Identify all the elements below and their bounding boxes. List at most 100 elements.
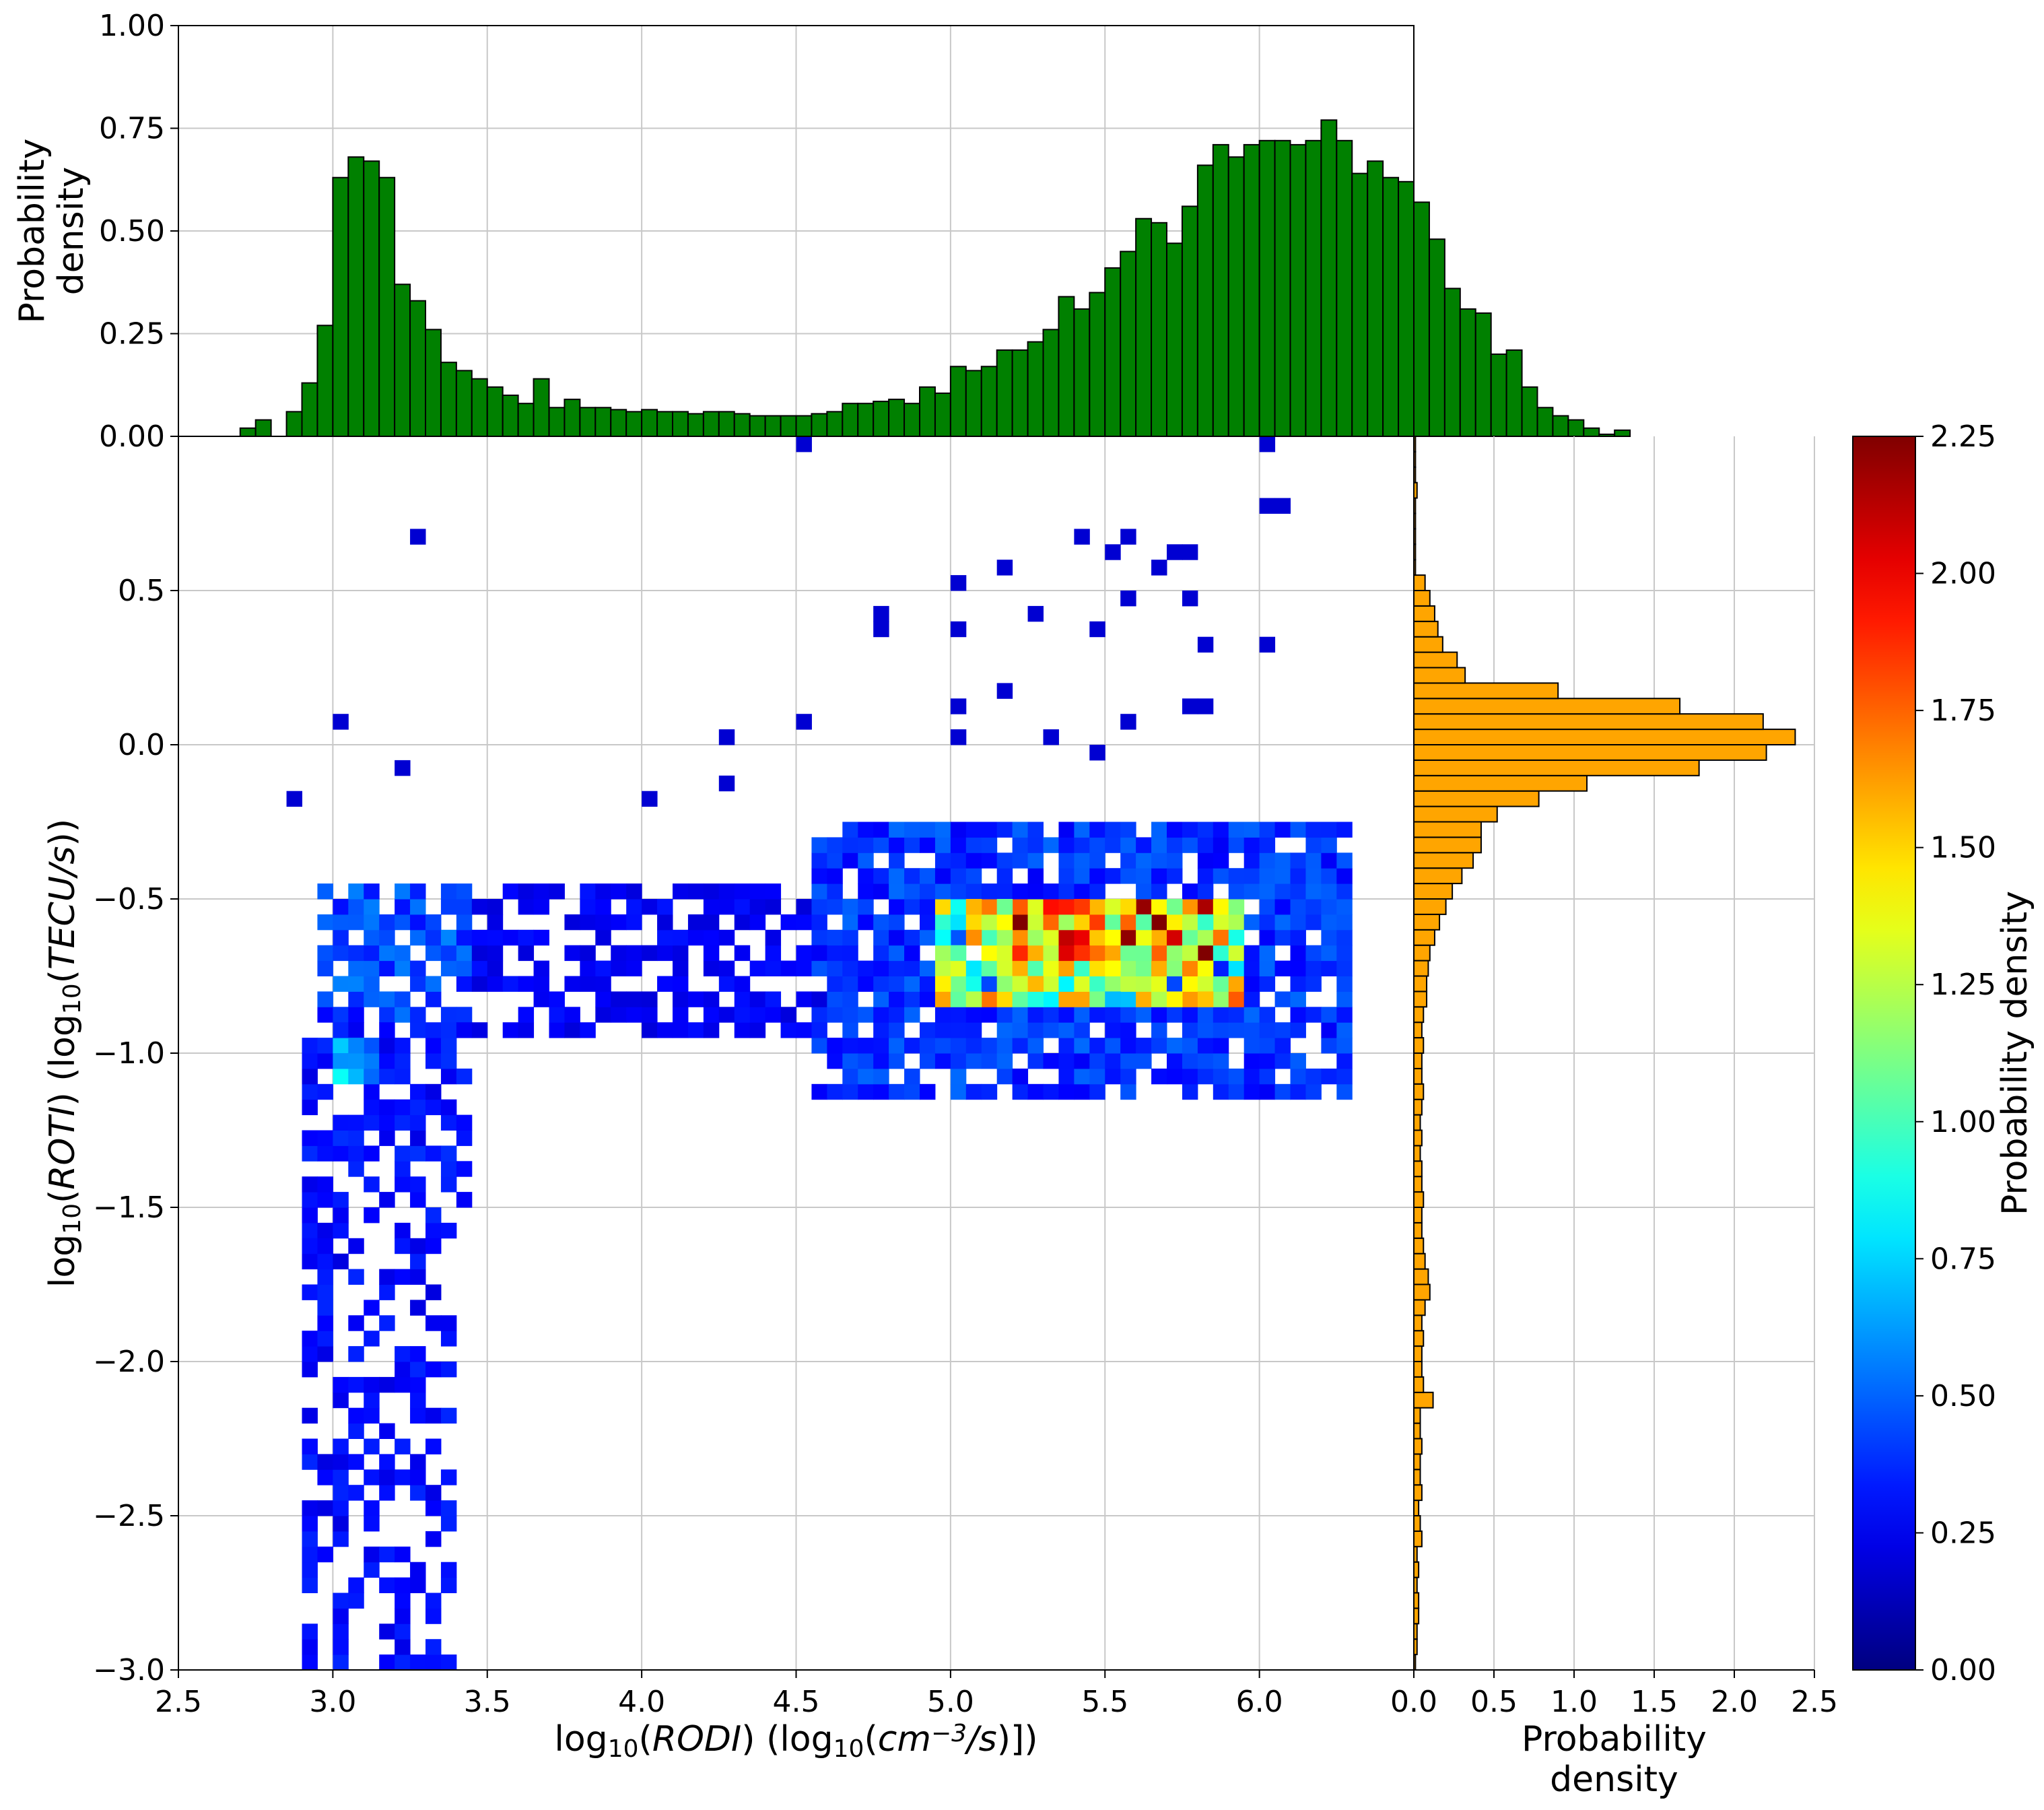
hist2d-cell <box>780 1007 796 1023</box>
hist2d-cell <box>611 991 627 1007</box>
hist2d-cell <box>410 899 426 915</box>
hist2d-cell <box>1167 1053 1183 1069</box>
hist2d-cell <box>904 1083 920 1100</box>
hist2d-cell <box>934 1053 951 1069</box>
right-hist-bar <box>1413 944 1431 962</box>
hist2d-cell <box>1197 883 1214 900</box>
hist2d-cell <box>348 960 364 976</box>
right-hist-bar <box>1413 1438 1423 1455</box>
hist2d-cell <box>981 1038 998 1054</box>
right-hist-bar <box>1413 867 1463 885</box>
top-hist-bar <box>1552 415 1569 437</box>
hist2d-cell <box>1336 929 1353 946</box>
hist2d-cell <box>395 1099 411 1116</box>
hist2d-cell <box>1167 899 1183 915</box>
hist2d-cell <box>440 929 457 946</box>
hist2d-cell <box>1290 960 1306 976</box>
colorbar-tick-label: 1.00 <box>1930 1105 1996 1139</box>
hist2d-cell <box>811 991 827 1007</box>
hist2d-cell <box>858 868 874 884</box>
hist2d-cell <box>1336 1068 1353 1085</box>
hist2d-cell <box>425 1654 442 1671</box>
hist2d-cell <box>1244 1068 1260 1085</box>
hist2d-cell <box>302 1407 318 1424</box>
hist2d-cell <box>1336 1022 1353 1038</box>
hist2d-cell <box>1182 1068 1198 1085</box>
hist2d-cell <box>934 868 951 884</box>
top-hist-bar <box>1367 160 1384 438</box>
hist2d-cell <box>317 1315 333 1331</box>
main-x-tick-label: 4.0 <box>618 1685 665 1719</box>
top-hist-bar <box>857 403 875 438</box>
hist2d-cell <box>364 914 380 931</box>
hist2d-cell <box>379 1315 395 1331</box>
hist2d-cell <box>440 899 457 915</box>
hist2d-cell <box>1136 1038 1152 1054</box>
top-hist-bar <box>965 370 982 438</box>
hist2d-cell <box>1089 868 1105 884</box>
hist2d-cell <box>302 1546 318 1563</box>
hist2d-cell <box>965 1007 982 1023</box>
hist2d-cell <box>410 1253 426 1270</box>
hist2d-cell <box>734 945 751 962</box>
hist2d-cell <box>348 1376 364 1393</box>
right-hist-bar <box>1413 1067 1423 1085</box>
hist2d-cell <box>302 1331 318 1347</box>
top-hist-bar <box>780 415 797 437</box>
hist2d-cell <box>487 929 504 946</box>
right-hist-bar <box>1413 1361 1423 1378</box>
hist2d-cell <box>1290 991 1306 1007</box>
hist2d-cell <box>1058 837 1075 853</box>
hist2d-cell <box>410 1407 426 1424</box>
hist2d-cell <box>348 1130 364 1146</box>
hist2d-cell <box>1012 852 1029 869</box>
hist2d-cell <box>873 991 889 1007</box>
hist2d-cell <box>873 868 889 884</box>
hist2d-cell <box>410 1454 426 1470</box>
hist2d-cell <box>440 1516 457 1532</box>
hist2d-cell <box>395 1068 411 1085</box>
hist2d-cell <box>518 1022 535 1038</box>
top-histogram-panel: 1.00 0.75 0.50 0.25 0.00 <box>99 9 1631 454</box>
top-hist-bar <box>1104 267 1122 437</box>
hist2d-cell <box>1244 852 1260 869</box>
right-hist-bar <box>1413 1021 1423 1039</box>
hist2d-cell <box>1027 929 1044 946</box>
hist2d-cell <box>950 1068 967 1085</box>
hist2d-cell <box>1228 868 1245 884</box>
hist2d-cell <box>379 1376 395 1393</box>
top-hist-bar <box>440 362 457 438</box>
hist2d-cell <box>1089 745 1105 761</box>
top-hist-bar <box>332 176 349 437</box>
hist2d-cell <box>471 976 488 992</box>
right-hist-x-tick-label: 0.5 <box>1470 1685 1518 1719</box>
hist2d-cell <box>1136 883 1152 900</box>
hist2d-cell <box>1213 1053 1229 1069</box>
hist2d-cell <box>348 1593 364 1609</box>
hist2d-cell <box>1244 1022 1260 1038</box>
hist2d-cell <box>333 945 349 962</box>
hist2d-cell <box>1089 899 1105 915</box>
hist2d-cell <box>302 1083 318 1100</box>
hist2d-cell <box>456 929 473 946</box>
top-hist-bar <box>1443 288 1461 437</box>
right-hist-bar <box>1413 1160 1423 1178</box>
hist2d-cell <box>981 1007 998 1023</box>
hist2d-cell <box>703 991 720 1007</box>
hist2d-cell <box>379 1423 395 1439</box>
hist2d-cell <box>1182 1038 1198 1054</box>
hist2d-cell <box>456 1114 473 1131</box>
right-hist-bar <box>1413 1592 1420 1609</box>
hist2d-cell <box>1197 698 1214 714</box>
hist2d-cell <box>595 899 611 915</box>
hist2d-cell <box>1197 1007 1214 1023</box>
hist2d-cell <box>934 822 951 838</box>
right-hist-bar <box>1413 651 1458 669</box>
top-hist-bar <box>1058 296 1075 437</box>
hist2d-cell <box>1274 1022 1291 1038</box>
hist2d-cell <box>1074 1083 1090 1100</box>
hist2d-cell <box>858 976 874 992</box>
hist2d-cell <box>1012 899 1029 915</box>
hist2d-cell <box>1027 1053 1044 1069</box>
top-hist-bar <box>795 415 813 437</box>
